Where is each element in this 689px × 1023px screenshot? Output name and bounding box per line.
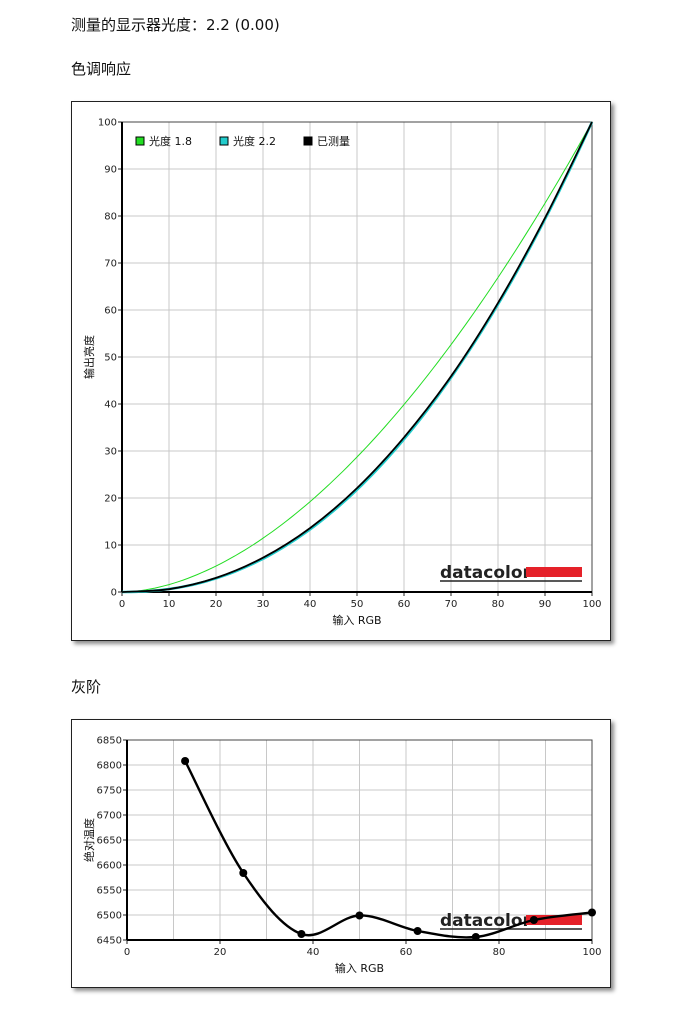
x-axis-title: 输入 RGB xyxy=(332,613,381,627)
y-tick-label: 20 xyxy=(104,494,117,505)
x-tick-label: 80 xyxy=(493,947,506,958)
x-tick-label: 60 xyxy=(398,599,411,610)
y-tick-label: 6700 xyxy=(97,811,122,822)
data-point xyxy=(181,757,190,765)
x-tick-label: 0 xyxy=(124,947,130,958)
datacolor-logo: datacolor xyxy=(440,911,582,931)
grayscale-temperature-chart: 0 20 40 60 80 100 6450 6500 6550 6600 6650 6700 6750… xyxy=(82,736,602,976)
x-axis-title: 输入 RGB xyxy=(335,961,384,975)
data-point xyxy=(471,933,480,941)
x-tick-label: 0 xyxy=(119,599,125,610)
x-tick-label: 10 xyxy=(163,599,176,610)
legend-label: 光度 1.8 xyxy=(149,134,192,148)
tone-response-chart-panel: 0 10 20 30 40 50 60 70 80 90 100 0 10 20 30 40 50 60 70 80 9… xyxy=(71,101,611,641)
datacolor-logo-bar xyxy=(526,567,582,577)
data-point xyxy=(297,930,306,938)
legend-label: 光度 2.2 xyxy=(233,134,276,148)
data-point xyxy=(355,911,364,920)
y-tick-label: 6750 xyxy=(97,786,122,797)
y-tick-label: 10 xyxy=(104,541,117,552)
x-tick-label: 100 xyxy=(582,599,601,610)
tone-response-heading: 色调响应 xyxy=(71,60,132,78)
y-tick-label: 50 xyxy=(104,353,117,364)
legend-swatch xyxy=(303,136,313,146)
grayscale-chart-panel: 0 20 40 60 80 100 6450 6500 6550 6600 6650 6700 6750… xyxy=(71,719,611,988)
legend-item: 光度 2.2 xyxy=(219,134,276,148)
x-tick-label: 90 xyxy=(539,599,552,610)
legend-item: 已测量 xyxy=(303,135,350,148)
y-tick-label: 6850 xyxy=(97,736,122,747)
x-tick-label: 20 xyxy=(210,599,223,610)
x-tick-label: 20 xyxy=(214,947,227,958)
data-point xyxy=(239,869,248,877)
legend-item: 光度 1.8 xyxy=(135,134,192,148)
data-point xyxy=(588,908,596,917)
y-tick-label: 80 xyxy=(104,212,117,223)
y-tick-label: 6450 xyxy=(97,936,122,947)
grayscale-heading: 灰阶 xyxy=(71,678,102,696)
y-tick-label: 6800 xyxy=(97,761,122,772)
datacolor-logo: datacolor xyxy=(440,563,582,583)
y-tick-label: 6550 xyxy=(97,886,122,897)
y-tick-label: 40 xyxy=(104,400,117,411)
y-tick-label: 60 xyxy=(104,306,117,317)
y-tick-label: 30 xyxy=(104,447,117,458)
y-axis-title: 绝对温度 xyxy=(82,818,96,862)
datacolor-logo-text: datacolor xyxy=(440,911,532,931)
y-tick-label: 70 xyxy=(104,259,117,270)
y-tick-label: 100 xyxy=(98,118,117,129)
x-tick-label: 40 xyxy=(307,947,320,958)
x-tick-label: 50 xyxy=(351,599,364,610)
x-tick-label: 30 xyxy=(257,599,270,610)
datacolor-logo-bar xyxy=(526,915,582,925)
y-tick-label: 6650 xyxy=(97,836,122,847)
legend-swatch xyxy=(219,136,229,146)
x-tick-label: 60 xyxy=(400,947,413,958)
series-line-0 xyxy=(121,121,593,593)
data-point xyxy=(413,927,422,935)
series-line-measured xyxy=(121,121,593,593)
y-tick-label: 6500 xyxy=(97,911,122,922)
y-tick-label: 6600 xyxy=(97,861,122,872)
x-tick-label: 70 xyxy=(445,599,458,610)
temperature-series-line xyxy=(184,760,593,939)
y-tick-label: 90 xyxy=(104,165,117,176)
x-tick-label: 100 xyxy=(582,947,601,958)
datacolor-logo-text: datacolor xyxy=(440,563,532,583)
legend-swatch xyxy=(135,136,145,146)
measured-gamma-heading: 测量的显示器光度：2.2 (0.00) xyxy=(71,16,280,34)
x-tick-label: 80 xyxy=(492,599,505,610)
legend-label: 已测量 xyxy=(317,135,350,148)
y-tick-label: 0 xyxy=(111,588,117,599)
y-axis-title: 输出亮度 xyxy=(82,335,96,379)
data-point xyxy=(529,916,538,924)
tone-response-chart: 0 10 20 30 40 50 60 70 80 90 100 0 10 20 30 40 50 60 70 80 9… xyxy=(82,118,602,628)
x-tick-label: 40 xyxy=(304,599,317,610)
